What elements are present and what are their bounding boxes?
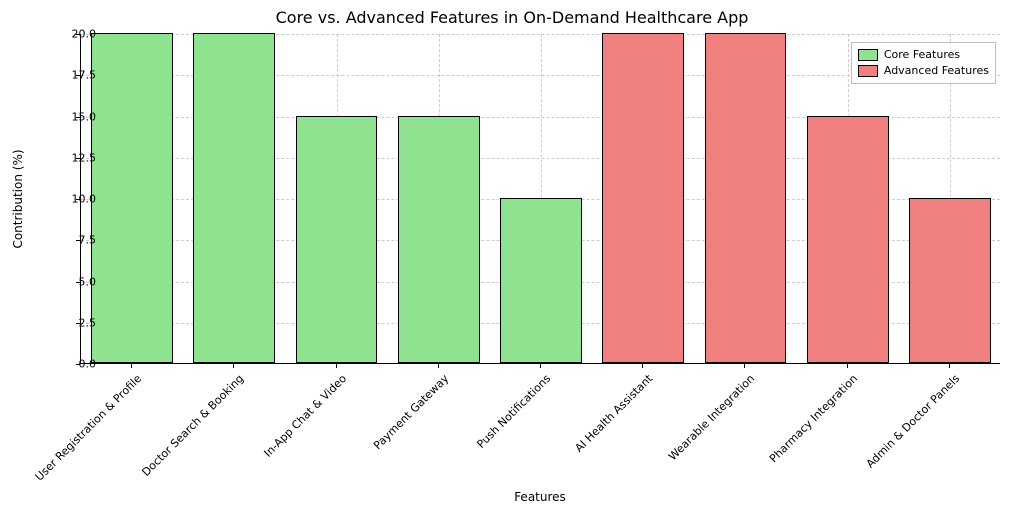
xtick-mark (336, 364, 337, 368)
chart-container: Core vs. Advanced Features in On-Demand … (0, 0, 1024, 512)
bar-advanced (602, 33, 684, 363)
legend-item-core: Core Features (858, 47, 989, 63)
legend-label-advanced: Advanced Features (884, 63, 989, 79)
bar-core (398, 116, 480, 364)
ytick-label: 12.5 (56, 151, 96, 164)
xtick-mark (131, 364, 132, 368)
xtick-mark (847, 364, 848, 368)
bar-core (500, 198, 582, 363)
xtick-mark (540, 364, 541, 368)
xtick-mark (233, 364, 234, 368)
ytick-label: 20.0 (56, 28, 96, 41)
xtick-mark (949, 364, 950, 368)
bar-core (296, 116, 378, 364)
bar-advanced (909, 198, 991, 363)
ytick-label: 2.5 (56, 316, 96, 329)
xtick-mark (642, 364, 643, 368)
xtick-mark (744, 364, 745, 368)
ytick-label: 17.5 (56, 69, 96, 82)
chart-title: Core vs. Advanced Features in On-Demand … (0, 8, 1024, 27)
legend-label-core: Core Features (884, 47, 960, 63)
bar-core (193, 33, 275, 363)
bar-advanced (705, 33, 787, 363)
ytick-label: 10.0 (56, 193, 96, 206)
legend: Core Features Advanced Features (851, 42, 996, 84)
ytick-label: 5.0 (56, 275, 96, 288)
ytick-label: 7.5 (56, 234, 96, 247)
ytick-label: 15.0 (56, 110, 96, 123)
xtick-mark (438, 364, 439, 368)
legend-swatch-advanced (858, 65, 878, 77)
legend-swatch-core (858, 49, 878, 61)
ytick-label: 0.0 (56, 358, 96, 371)
y-axis-label: Contribution (%) (11, 149, 25, 248)
legend-item-advanced: Advanced Features (858, 63, 989, 79)
bar-core (91, 33, 173, 363)
bar-advanced (807, 116, 889, 364)
